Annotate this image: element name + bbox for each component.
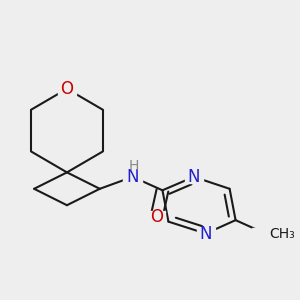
Bar (123, 168, 142, 186)
Text: H: H (129, 158, 139, 172)
Text: CH₃: CH₃ (269, 226, 295, 241)
Text: O: O (60, 80, 74, 98)
Bar (58, 83, 76, 95)
Text: N: N (200, 225, 212, 243)
Bar (197, 228, 215, 239)
Bar (148, 211, 165, 223)
Text: N: N (126, 168, 139, 186)
Text: O: O (150, 208, 163, 226)
Bar (252, 228, 279, 239)
Bar (185, 171, 203, 183)
Text: N: N (188, 168, 200, 186)
